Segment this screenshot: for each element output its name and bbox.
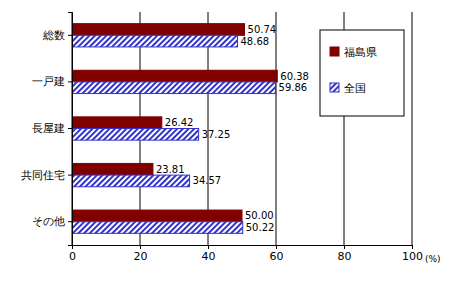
data-label: 48.68 [241, 36, 270, 47]
data-label: 34.57 [193, 175, 222, 186]
grid-line [276, 12, 277, 245]
tick: 一戸建 [32, 75, 72, 88]
bar [72, 129, 199, 141]
bars [72, 24, 277, 234]
legend-swatch [330, 83, 339, 92]
bar [72, 163, 153, 175]
legend-frame [320, 30, 404, 116]
data-label: 59.86 [279, 82, 308, 93]
bar [72, 70, 277, 82]
tick-mark [68, 128, 72, 129]
bar [72, 210, 242, 222]
chart-container: 50.74 60.38 26.42 23.81 50.00 48.68 59.86 37.25… [0, 0, 452, 281]
bar [72, 35, 238, 47]
bar [72, 24, 245, 36]
data-label: 37.25 [202, 129, 231, 140]
bar [72, 82, 276, 94]
legend-label: 福島県 [344, 46, 377, 59]
legend-swatch [330, 47, 339, 56]
tick-label: 0 [69, 250, 76, 263]
tick: その他 [32, 215, 72, 228]
tick: 40 [202, 245, 216, 263]
tick-mark [276, 245, 277, 249]
tick-mark [68, 81, 72, 82]
tick-label: 長屋建 [32, 122, 65, 135]
tick: 0 [69, 245, 76, 263]
bar [72, 175, 190, 187]
data-label: 50.00 [245, 210, 274, 221]
data-label: 26.42 [165, 117, 194, 128]
tick: 共同住宅 [21, 169, 72, 182]
bar [72, 222, 243, 234]
y-axis: 総数一戸建長屋建共同住宅その他 [21, 13, 73, 246]
grid [72, 12, 412, 245]
plot: 50.74 60.38 26.42 23.81 50.00 48.68 59.86 37.25… [21, 12, 423, 263]
x-axis: 0 20 40 60 80 100 [69, 245, 423, 263]
tick-mark [140, 245, 141, 249]
chart-svg: 50.74 60.38 26.42 23.81 50.00 48.68 59.86 37.25… [0, 0, 452, 281]
tick: 長屋建 [32, 122, 72, 135]
data-label: 23.81 [156, 164, 185, 175]
tick-mark [68, 35, 72, 36]
tick-label: 20 [134, 250, 148, 263]
tick-label: 総数 [42, 29, 65, 42]
tick-mark [412, 245, 413, 249]
tick: 80 [338, 245, 352, 263]
data-label: 50.74 [248, 24, 277, 35]
axis-line [68, 13, 73, 246]
tick-label: 共同住宅 [21, 169, 65, 182]
data-labels: 50.74 60.38 26.42 23.81 50.00 48.68 59.86 37.25… [156, 24, 309, 233]
tick: 60 [270, 245, 284, 263]
tick-label: 一戸建 [32, 75, 65, 88]
axis-line [73, 246, 413, 250]
tick-label: その他 [32, 215, 65, 228]
tick-label: 60 [270, 250, 284, 263]
tick-mark [68, 175, 72, 176]
bar [72, 117, 162, 129]
data-label: 50.22 [246, 222, 275, 233]
axis-title: (%) [425, 254, 441, 264]
tick: 100 [402, 245, 423, 263]
legend: 福島県全国 [320, 30, 404, 116]
tick-mark [68, 221, 72, 222]
grid-line [412, 12, 413, 245]
tick-label: 40 [202, 250, 216, 263]
tick-label: 80 [338, 250, 352, 263]
tick: 20 [134, 245, 148, 263]
data-label: 60.38 [280, 71, 309, 82]
tick: 総数 [42, 29, 72, 42]
tick-label: 100 [402, 250, 423, 263]
legend-label: 全国 [344, 82, 366, 95]
tick-mark [344, 245, 345, 249]
tick-mark [208, 245, 209, 249]
